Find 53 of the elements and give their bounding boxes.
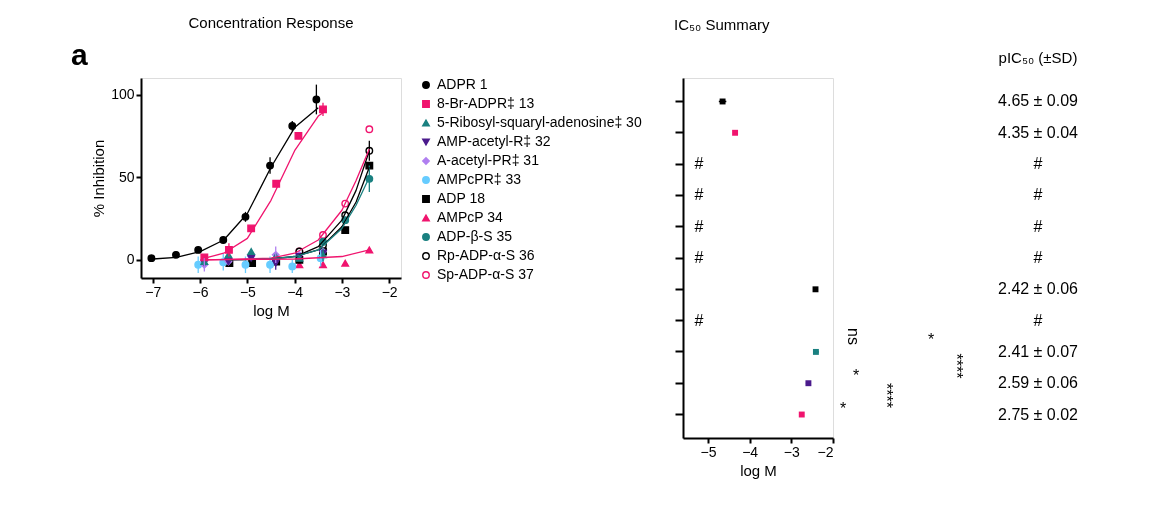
- x-tick-label: −5: [700, 443, 717, 460]
- legend-label: ADP 18: [437, 190, 486, 206]
- legend-label: A-acetyl-PR‡ 31: [437, 152, 540, 168]
- x-axis-title: log M: [740, 461, 777, 479]
- text: #: [1033, 155, 1043, 173]
- y-tick-label: 0: [126, 251, 135, 268]
- legend-label: Rp-ADP-α-S 36: [437, 247, 535, 263]
- data-label: 4.35 ± 0.04: [998, 123, 1079, 141]
- x-tick-label: −4: [742, 443, 759, 460]
- legend-label: 5-Ribosyl-squaryl-adenosine‡ 30: [437, 114, 642, 130]
- data-label: 2.41 ± 0.07: [998, 342, 1079, 360]
- text: *: [927, 330, 935, 348]
- text: *: [839, 399, 847, 417]
- text: *: [852, 366, 860, 384]
- x-tick-label: −2: [817, 443, 834, 460]
- x-tick-label: −3: [334, 283, 351, 300]
- y-tick-label: 50: [118, 168, 135, 185]
- data-label: 2.42 ± 0.06: [998, 280, 1079, 298]
- legend-label: AMPcPR‡ 33: [437, 171, 522, 187]
- data-label: 2.75 ± 0.02: [998, 405, 1079, 423]
- text: ****: [948, 353, 965, 379]
- y-axis-title: % Inhibition: [90, 139, 108, 218]
- data-label: 2.59 ± 0.06: [998, 374, 1079, 392]
- annotation: #: [694, 186, 704, 204]
- x-axis-title: log M: [253, 301, 290, 319]
- text: #: [1033, 217, 1043, 235]
- annotation: #: [694, 249, 704, 266]
- x-tick-label: −4: [287, 283, 304, 300]
- text: ns: [845, 328, 862, 345]
- legend-label: 8-Br-ADPR‡ 13: [437, 95, 535, 111]
- legend-label: ADPR 1: [437, 76, 488, 92]
- x-tick-label: −2: [381, 283, 398, 300]
- legend-label: AMP-acetyl-R‡ 32: [437, 133, 551, 149]
- text: #: [1033, 186, 1043, 204]
- legend-label: AMPcP 34: [437, 209, 504, 225]
- x-tick-label: −7: [145, 283, 162, 300]
- y-tick-label: 100: [111, 86, 135, 103]
- x-tick-label: −6: [192, 283, 209, 300]
- annotation: #: [694, 217, 704, 235]
- annotation: #: [694, 311, 704, 329]
- x-tick-label: −5: [239, 283, 257, 300]
- annotation: #: [694, 155, 704, 173]
- text: a: [71, 38, 88, 71]
- chart-title: Concentration Response: [188, 14, 354, 31]
- chart-title: IC₅₀ Summary: [674, 16, 771, 33]
- y2-axis-title: pIC₅₀ (±SD): [998, 49, 1078, 66]
- data-label: 4.65 ± 0.09: [998, 92, 1079, 110]
- legend-label: Sp-ADP-α-S 37: [437, 266, 534, 282]
- legend-label: ADP-β-S 35: [437, 228, 513, 244]
- text: #: [1033, 311, 1043, 329]
- text: ****: [878, 383, 895, 408]
- x-tick-label: −3: [783, 443, 801, 460]
- text: #: [1033, 249, 1043, 266]
